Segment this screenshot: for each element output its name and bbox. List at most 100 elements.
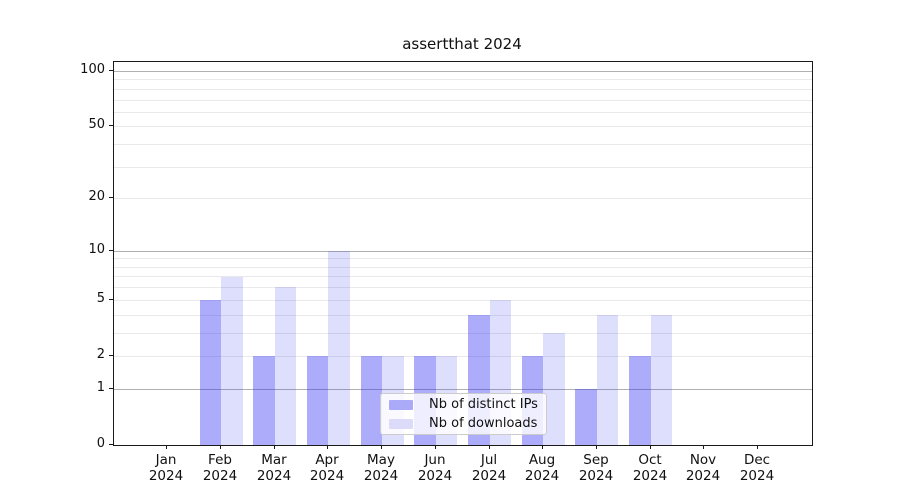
x-axis-tick bbox=[596, 445, 597, 449]
x-tick-year: 2024 bbox=[685, 468, 721, 484]
x-axis-tick bbox=[274, 445, 275, 449]
x-tick-month: Nov bbox=[689, 452, 717, 468]
bar-distinct-ips bbox=[360, 356, 383, 445]
y-axis-tick bbox=[109, 197, 113, 198]
bar-downloads bbox=[328, 250, 350, 445]
x-tick-label: Feb 2024 bbox=[190, 452, 250, 484]
y-tick-label: 1 bbox=[96, 380, 105, 395]
y-axis-tick bbox=[109, 70, 113, 71]
x-axis-tick bbox=[489, 445, 490, 449]
x-tick-year: 2024 bbox=[148, 468, 184, 484]
gridline-minor bbox=[114, 79, 812, 80]
gridline-minor bbox=[114, 144, 812, 145]
x-tick-month: Apr bbox=[315, 452, 339, 468]
gridline-minor bbox=[114, 356, 812, 357]
legend: Nb of distinct IPs Nb of downloads bbox=[380, 393, 547, 435]
bar-downloads bbox=[543, 332, 565, 445]
y-tick-label: 10 bbox=[88, 242, 105, 257]
legend-label: Nb of downloads bbox=[429, 416, 538, 431]
x-tick-month: Mar bbox=[261, 452, 287, 468]
gridline-major bbox=[114, 71, 812, 72]
x-tick-month: Sep bbox=[583, 452, 609, 468]
x-tick-month: Jul bbox=[480, 452, 498, 468]
gridline-minor bbox=[114, 258, 812, 259]
x-tick-month: Aug bbox=[528, 452, 556, 468]
x-tick-label: May 2024 bbox=[351, 452, 411, 484]
gridline-minor bbox=[114, 89, 812, 90]
x-tick-year: 2024 bbox=[578, 468, 614, 484]
y-axis-tick bbox=[109, 125, 113, 126]
x-axis-tick bbox=[435, 445, 436, 449]
gridline-minor bbox=[114, 315, 812, 316]
bar-distinct-ips bbox=[253, 356, 275, 445]
x-tick-label: Nov 2024 bbox=[673, 452, 733, 484]
chart-title: assertthat 2024 bbox=[402, 35, 522, 53]
y-axis-tick bbox=[109, 299, 113, 300]
x-tick-label: Oct 2024 bbox=[620, 452, 680, 484]
x-tick-month: May bbox=[367, 452, 395, 468]
y-tick-label: 2 bbox=[96, 347, 105, 362]
gridline-minor bbox=[114, 112, 812, 113]
gridline-minor bbox=[114, 100, 812, 101]
x-tick-label: Aug 2024 bbox=[512, 452, 572, 484]
legend-label: Nb of distinct IPs bbox=[429, 397, 538, 412]
x-tick-year: 2024 bbox=[471, 468, 507, 484]
x-tick-month: Feb bbox=[208, 452, 232, 468]
y-tick-label: 100 bbox=[80, 62, 105, 77]
x-tick-year: 2024 bbox=[309, 468, 345, 484]
bar-distinct-ips bbox=[575, 388, 597, 445]
x-tick-label: Apr 2024 bbox=[297, 452, 357, 484]
bar-downloads bbox=[221, 276, 243, 445]
y-axis-tick bbox=[109, 388, 113, 389]
legend-swatch-downloads bbox=[389, 418, 413, 429]
x-tick-month: Dec bbox=[743, 452, 771, 468]
y-tick-label: 20 bbox=[88, 189, 105, 204]
bar-downloads bbox=[274, 287, 297, 445]
x-tick-label: Jun 2024 bbox=[405, 452, 465, 484]
gridline-minor bbox=[114, 287, 812, 288]
x-tick-month: Jan bbox=[155, 452, 177, 468]
legend-row: Nb of downloads bbox=[381, 416, 546, 432]
x-tick-year: 2024 bbox=[739, 468, 775, 484]
x-tick-label: Sep 2024 bbox=[566, 452, 626, 484]
x-tick-label: Dec 2024 bbox=[727, 452, 787, 484]
y-tick-label: 50 bbox=[88, 117, 105, 132]
x-axis-tick bbox=[327, 445, 328, 449]
gridline-minor bbox=[114, 300, 812, 301]
x-tick-month: Jun bbox=[424, 452, 446, 468]
x-tick-year: 2024 bbox=[417, 468, 453, 484]
y-tick-label: 5 bbox=[96, 291, 105, 306]
legend-swatch-distinct-ips bbox=[389, 399, 413, 410]
x-tick-year: 2024 bbox=[202, 468, 238, 484]
x-axis-tick bbox=[703, 445, 704, 449]
x-tick-year: 2024 bbox=[256, 468, 292, 484]
x-axis-tick bbox=[650, 445, 651, 449]
x-tick-label: Jul 2024 bbox=[459, 452, 519, 484]
bar-downloads bbox=[650, 314, 673, 445]
bar-distinct-ips bbox=[629, 356, 651, 445]
x-tick-label: Jan 2024 bbox=[136, 452, 196, 484]
x-tick-label: Mar 2024 bbox=[244, 452, 304, 484]
y-tick-label: 0 bbox=[96, 436, 105, 451]
x-axis-tick bbox=[166, 445, 167, 449]
x-tick-year: 2024 bbox=[632, 468, 668, 484]
x-axis-tick bbox=[381, 445, 382, 449]
gridline-minor bbox=[114, 276, 812, 277]
y-axis-tick bbox=[109, 250, 113, 251]
x-axis-tick bbox=[542, 445, 543, 449]
plot-area: Nb of distinct IPs Nb of downloads bbox=[113, 61, 813, 446]
bar-distinct-ips bbox=[199, 299, 221, 445]
gridline-minor bbox=[114, 167, 812, 168]
x-tick-year: 2024 bbox=[524, 468, 560, 484]
x-tick-year: 2024 bbox=[363, 468, 399, 484]
gridline-minor bbox=[114, 333, 812, 334]
gridline-major bbox=[114, 389, 812, 390]
y-axis-tick bbox=[109, 444, 113, 445]
gridline-minor bbox=[114, 267, 812, 268]
gridline-major bbox=[114, 251, 812, 252]
x-tick-month: Oct bbox=[638, 452, 662, 468]
gridline-minor bbox=[114, 198, 812, 199]
x-axis-tick bbox=[757, 445, 758, 449]
bar-downloads bbox=[596, 314, 619, 445]
